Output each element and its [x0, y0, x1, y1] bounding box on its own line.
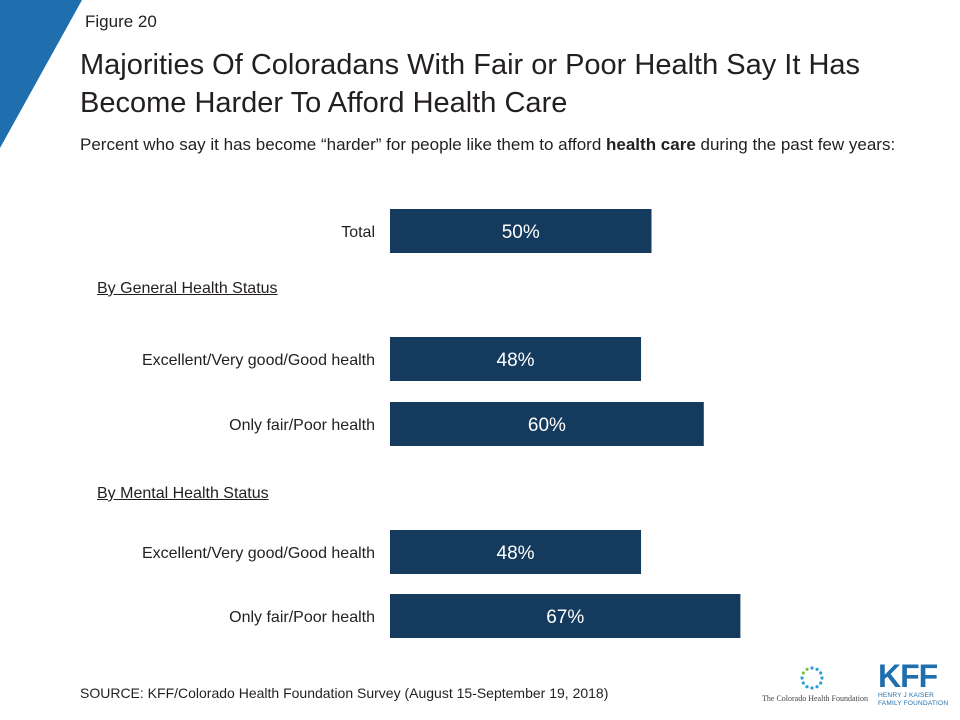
bar-value-label-1: 48%	[497, 350, 535, 371]
section-heading-mental: By Mental Health Status	[97, 485, 269, 502]
corner-accent-shape	[0, 0, 82, 148]
category-label-excellent-very-good-good-health-3: Excellent/Very good/Good health	[142, 545, 375, 562]
chart-subtitle: Percent who say it has become “harder” f…	[80, 133, 910, 156]
bar-3	[390, 530, 642, 574]
subtitle-text-post: during the past few years:	[695, 135, 896, 154]
bar-value-label-3: 48%	[497, 543, 535, 564]
chf-sunburst-icon	[800, 666, 824, 690]
category-label-excellent-very-good-good-health-1: Excellent/Very good/Good health	[142, 352, 375, 369]
bar-0	[390, 209, 652, 253]
kff-logo-line1: HENRY J KAISER	[878, 692, 935, 699]
bar-1	[390, 337, 642, 381]
bar-4	[390, 594, 741, 638]
subtitle-text-pre: Percent who say it has become “harder” f…	[80, 135, 607, 154]
colorado-health-foundation-logo: The Colorado Health Foundation	[760, 664, 870, 708]
category-label-total-0: Total	[341, 224, 375, 241]
bar-value-label-2: 60%	[528, 415, 566, 436]
bar-2	[390, 402, 704, 446]
kff-logo-mark: KFF	[878, 658, 938, 694]
chf-logo-text: The Colorado Health Foundation	[762, 694, 868, 703]
kff-logo-line2: FAMILY FOUNDATION	[878, 699, 949, 707]
section-heading-general: By General Health Status	[97, 280, 278, 297]
bar-value-label-4: 67%	[546, 607, 584, 628]
source-note: SOURCE: KFF/Colorado Health Foundation S…	[80, 685, 609, 701]
subtitle-text-bold: health care	[606, 135, 696, 154]
category-label-only-fair-poor-health-4: Only fair/Poor health	[229, 609, 375, 626]
bar-chart: 50% Total 48% Excellent/Very good/Good heal…	[142, 209, 741, 638]
bar-value-label-0: 50%	[502, 222, 540, 243]
kff-logo: KFF HENRY J KAISER FAMILY FOUNDATION	[878, 660, 950, 712]
figure-label: Figure 20	[85, 12, 157, 31]
chart-title: Majorities Of Coloradans With Fair or Po…	[80, 49, 861, 119]
category-label-only-fair-poor-health-2: Only fair/Poor health	[229, 417, 375, 434]
